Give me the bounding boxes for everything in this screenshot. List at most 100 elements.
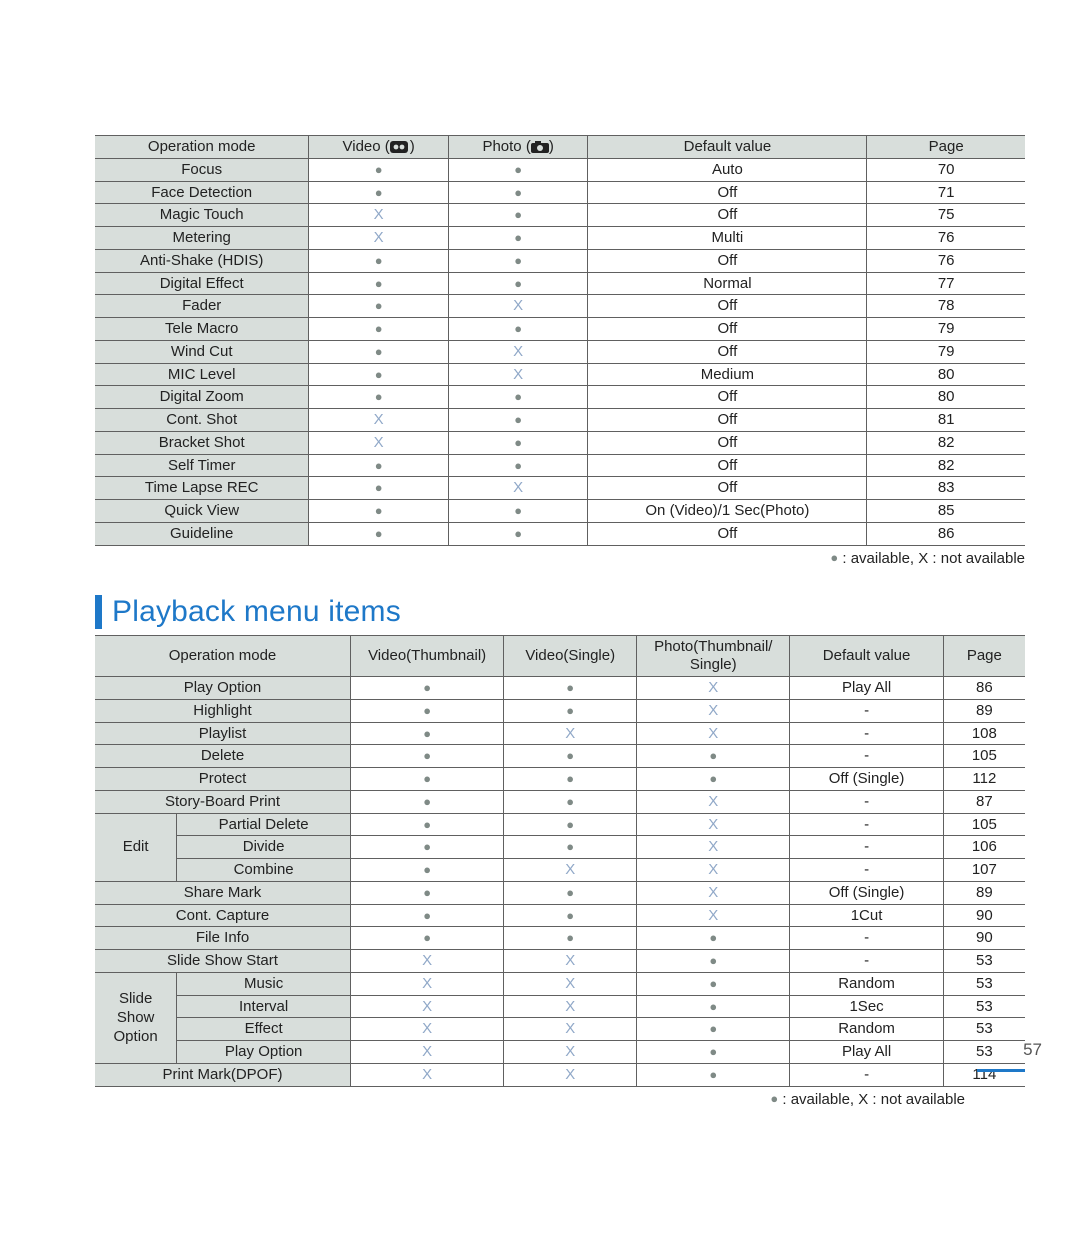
cell-default: Off	[588, 454, 867, 477]
available-dot: ●	[514, 321, 522, 336]
cell-page: 108	[943, 722, 1025, 745]
cell-page: 80	[867, 386, 1025, 409]
cell-photo: ●	[448, 431, 588, 454]
available-dot: ●	[566, 817, 574, 832]
available-dot: ●	[423, 839, 431, 854]
cell-photo: X	[637, 859, 790, 882]
cell-page: 105	[943, 813, 1025, 836]
cell-photo: X	[637, 677, 790, 700]
available-dot: ●	[709, 953, 717, 968]
cell-photo: X	[637, 699, 790, 722]
cell-video-thumb: ●	[350, 813, 503, 836]
available-dot: ●	[423, 794, 431, 809]
not-available-x: X	[565, 1020, 575, 1037]
available-dot: ●	[566, 930, 574, 945]
available-dot: ●	[375, 321, 383, 336]
table-row: Share Mark●●XOff (Single)89	[95, 881, 1025, 904]
cell-video-single: ●	[504, 881, 637, 904]
cell-page: 81	[867, 409, 1025, 432]
cell-photo: ●	[637, 995, 790, 1018]
cell-video-thumb: X	[350, 1018, 503, 1041]
cell-default: -	[790, 836, 943, 859]
table-row: Digital Zoom●●Off80	[95, 386, 1025, 409]
not-available-x: X	[565, 1066, 575, 1083]
not-available-x: X	[422, 1066, 432, 1083]
menu-table-playback: Operation mode Video(Thumbnail) Video(Si…	[95, 635, 1025, 1087]
available-dot: ●	[423, 817, 431, 832]
legend-text: : available, X : not available	[842, 550, 1025, 567]
row-label: Digital Zoom	[95, 386, 309, 409]
available-dot: ●	[423, 748, 431, 763]
col-operation-mode: Operation mode	[95, 136, 309, 159]
cell-default: Off	[588, 204, 867, 227]
available-dot: ●	[423, 862, 431, 877]
cell-video-single: X	[504, 1041, 637, 1064]
cell-video-single: X	[504, 859, 637, 882]
table-row: Anti-Shake (HDIS)●●Off76	[95, 249, 1025, 272]
cell-video-thumb: ●	[350, 722, 503, 745]
row-label: Music	[177, 972, 351, 995]
cell-photo: ●	[448, 204, 588, 227]
available-dot: ●	[514, 526, 522, 541]
cell-page: 80	[867, 363, 1025, 386]
row-label: Play Option	[177, 1041, 351, 1064]
cell-video-thumb: ●	[350, 904, 503, 927]
cell-default: Off	[588, 431, 867, 454]
col-photo: Photo ()	[448, 136, 588, 159]
not-available-x: X	[565, 861, 575, 878]
not-available-x: X	[374, 206, 384, 223]
row-label: Digital Effect	[95, 272, 309, 295]
not-available-x: X	[565, 725, 575, 742]
table-row: Story-Board Print●●X-87	[95, 790, 1025, 813]
table-row: Play Option●●XPlay All86	[95, 677, 1025, 700]
row-label: Bracket Shot	[95, 431, 309, 454]
row-label: Tele Macro	[95, 318, 309, 341]
available-dot: ●	[709, 999, 717, 1014]
row-label: Metering	[95, 227, 309, 250]
cell-photo: ●	[448, 272, 588, 295]
row-label: Focus	[95, 158, 309, 181]
table-header-row: Operation mode Video(Thumbnail) Video(Si…	[95, 635, 1025, 677]
table-row: Fader●XOff78	[95, 295, 1025, 318]
not-available-x: X	[374, 411, 384, 428]
camera-icon	[531, 141, 549, 153]
row-label: Wind Cut	[95, 340, 309, 363]
available-dot: ●	[566, 680, 574, 695]
row-label: Quick View	[95, 500, 309, 523]
cell-default: Play All	[790, 1041, 943, 1064]
table-row: Digital Effect●●Normal77	[95, 272, 1025, 295]
cell-default: 1Cut	[790, 904, 943, 927]
group-slide-show-option: SlideShowOption	[95, 972, 177, 1063]
cell-page: 86	[943, 677, 1025, 700]
table-header-row: Operation mode Video () Photo () Default…	[95, 136, 1025, 159]
available-dot: ●	[375, 185, 383, 200]
cell-video-thumb: X	[350, 972, 503, 995]
cell-default: Random	[790, 972, 943, 995]
cell-page: 75	[867, 204, 1025, 227]
table-row: MeteringX●Multi76	[95, 227, 1025, 250]
row-label: Face Detection	[95, 181, 309, 204]
cell-page: 76	[867, 249, 1025, 272]
available-dot: ●	[375, 253, 383, 268]
col-video: Video ()	[309, 136, 449, 159]
cell-video-thumb: ●	[350, 745, 503, 768]
cell-photo: X	[637, 790, 790, 813]
not-available-x: X	[513, 366, 523, 383]
cell-video-single: X	[504, 995, 637, 1018]
not-available-x: X	[565, 1043, 575, 1060]
table-row: Protect●●●Off (Single)112	[95, 768, 1025, 791]
row-label: Print Mark(DPOF)	[95, 1063, 350, 1086]
cell-default: Play All	[790, 677, 943, 700]
cell-video: ●	[309, 477, 449, 500]
cell-photo: X	[448, 363, 588, 386]
not-available-x: X	[565, 975, 575, 992]
cell-photo: ●	[637, 745, 790, 768]
available-dot: ●	[375, 367, 383, 382]
available-dot: ●	[709, 1021, 717, 1036]
not-available-x: X	[513, 343, 523, 360]
cell-photo: ●	[637, 1041, 790, 1064]
cell-photo: ●	[448, 386, 588, 409]
cell-photo: X	[637, 813, 790, 836]
cell-video-thumb: ●	[350, 677, 503, 700]
available-dot: ●	[514, 503, 522, 518]
